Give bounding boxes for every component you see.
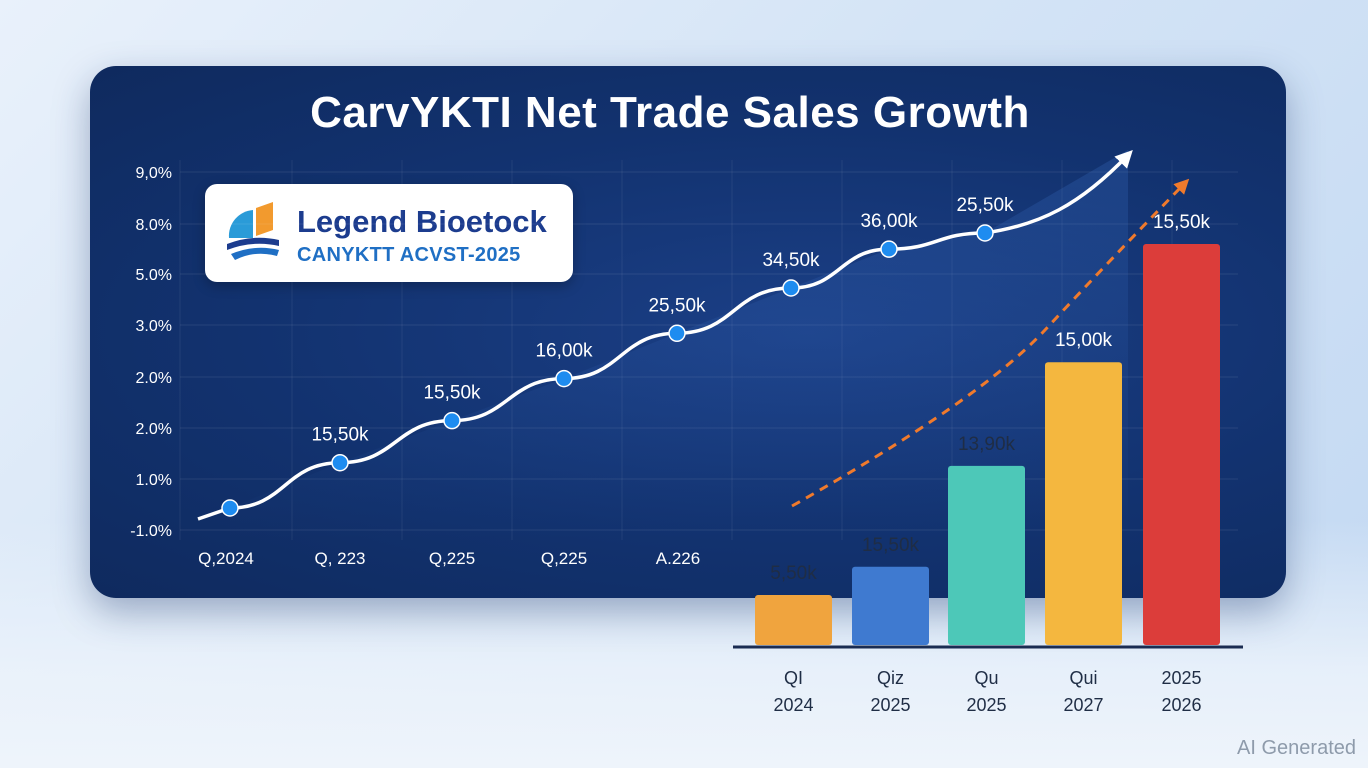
bar <box>755 594 832 645</box>
bar-category-label-line1: 2025 <box>1161 668 1201 688</box>
company-name: Legend Bioetock <box>297 204 547 239</box>
line-data-point <box>555 369 573 388</box>
x-tick-label: Q,225 <box>541 549 587 568</box>
bar-data-label: 13,90k <box>958 434 1016 455</box>
y-tick-label: 2.0% <box>136 370 172 387</box>
bar-category-label-line2: 2026 <box>1161 695 1201 715</box>
bar-category-label-line1: Qui <box>1069 668 1097 688</box>
line-data-label: 15,50k <box>311 425 369 446</box>
y-tick-label: 8.0% <box>136 217 172 234</box>
x-tick-label: Q, 223 <box>314 549 365 568</box>
bar-data-label: 5,50k <box>770 563 817 584</box>
y-tick-label: 5.0% <box>136 267 172 284</box>
x-tick-label: Q,2024 <box>198 549 254 568</box>
y-tick-label: 9,0% <box>136 165 172 182</box>
line-data-label: 15,50k <box>423 383 481 404</box>
trend-arrow-dashed <box>791 178 1190 508</box>
line-data-label: 36,00k <box>860 211 918 232</box>
logo-card: Legend Bioetock CANYKTT ACVST-2025 <box>205 184 573 282</box>
company-logo-icon <box>227 202 279 260</box>
y-tick-label: 1.0% <box>136 472 172 489</box>
line-data-point <box>880 240 898 258</box>
x-tick-label: A.226 <box>656 549 700 568</box>
bar-category-label-line2: 2027 <box>1063 695 1103 715</box>
chart-title: CarvYKTI Net Trade Sales Growth <box>310 88 1030 137</box>
bar-data-label: 15,50k <box>1153 212 1211 233</box>
line-data-label: 25,50k <box>956 195 1014 216</box>
company-subtitle: CANYKTT ACVST-2025 <box>297 244 521 266</box>
line-data-label: 34,50k <box>762 250 820 271</box>
line-data-point <box>976 224 994 242</box>
bar-data-label: 15,50k <box>862 535 920 556</box>
bar-category-label-line2: 2025 <box>966 695 1006 715</box>
bar <box>852 566 929 645</box>
x-tick-label: Q,225 <box>429 549 475 568</box>
line-data-label: 25,50k <box>648 295 706 316</box>
bar-category-label-line2: 2024 <box>773 695 813 715</box>
bar-category-label-line1: Qu <box>974 668 998 688</box>
bar-data-label: 15,00k <box>1055 330 1113 351</box>
bar-category-label-line2: 2025 <box>870 695 910 715</box>
line-data-point <box>331 453 349 472</box>
bar-category-label-line1: Qiz <box>877 668 904 688</box>
bar <box>1045 362 1122 645</box>
line-data-point <box>668 324 686 343</box>
bar <box>1143 244 1220 645</box>
watermark: AI Generated <box>1237 737 1356 759</box>
bar <box>948 465 1025 645</box>
line-data-label: 16,00k <box>535 341 593 362</box>
y-tick-label: 3.0% <box>136 318 172 335</box>
line-data-point <box>782 279 800 297</box>
line-data-point <box>221 499 239 517</box>
y-tick-label: -1.0% <box>130 523 172 540</box>
y-tick-label: 2.0% <box>136 421 172 438</box>
bar-category-label-line1: QI <box>784 668 803 688</box>
line-data-point <box>443 411 461 430</box>
